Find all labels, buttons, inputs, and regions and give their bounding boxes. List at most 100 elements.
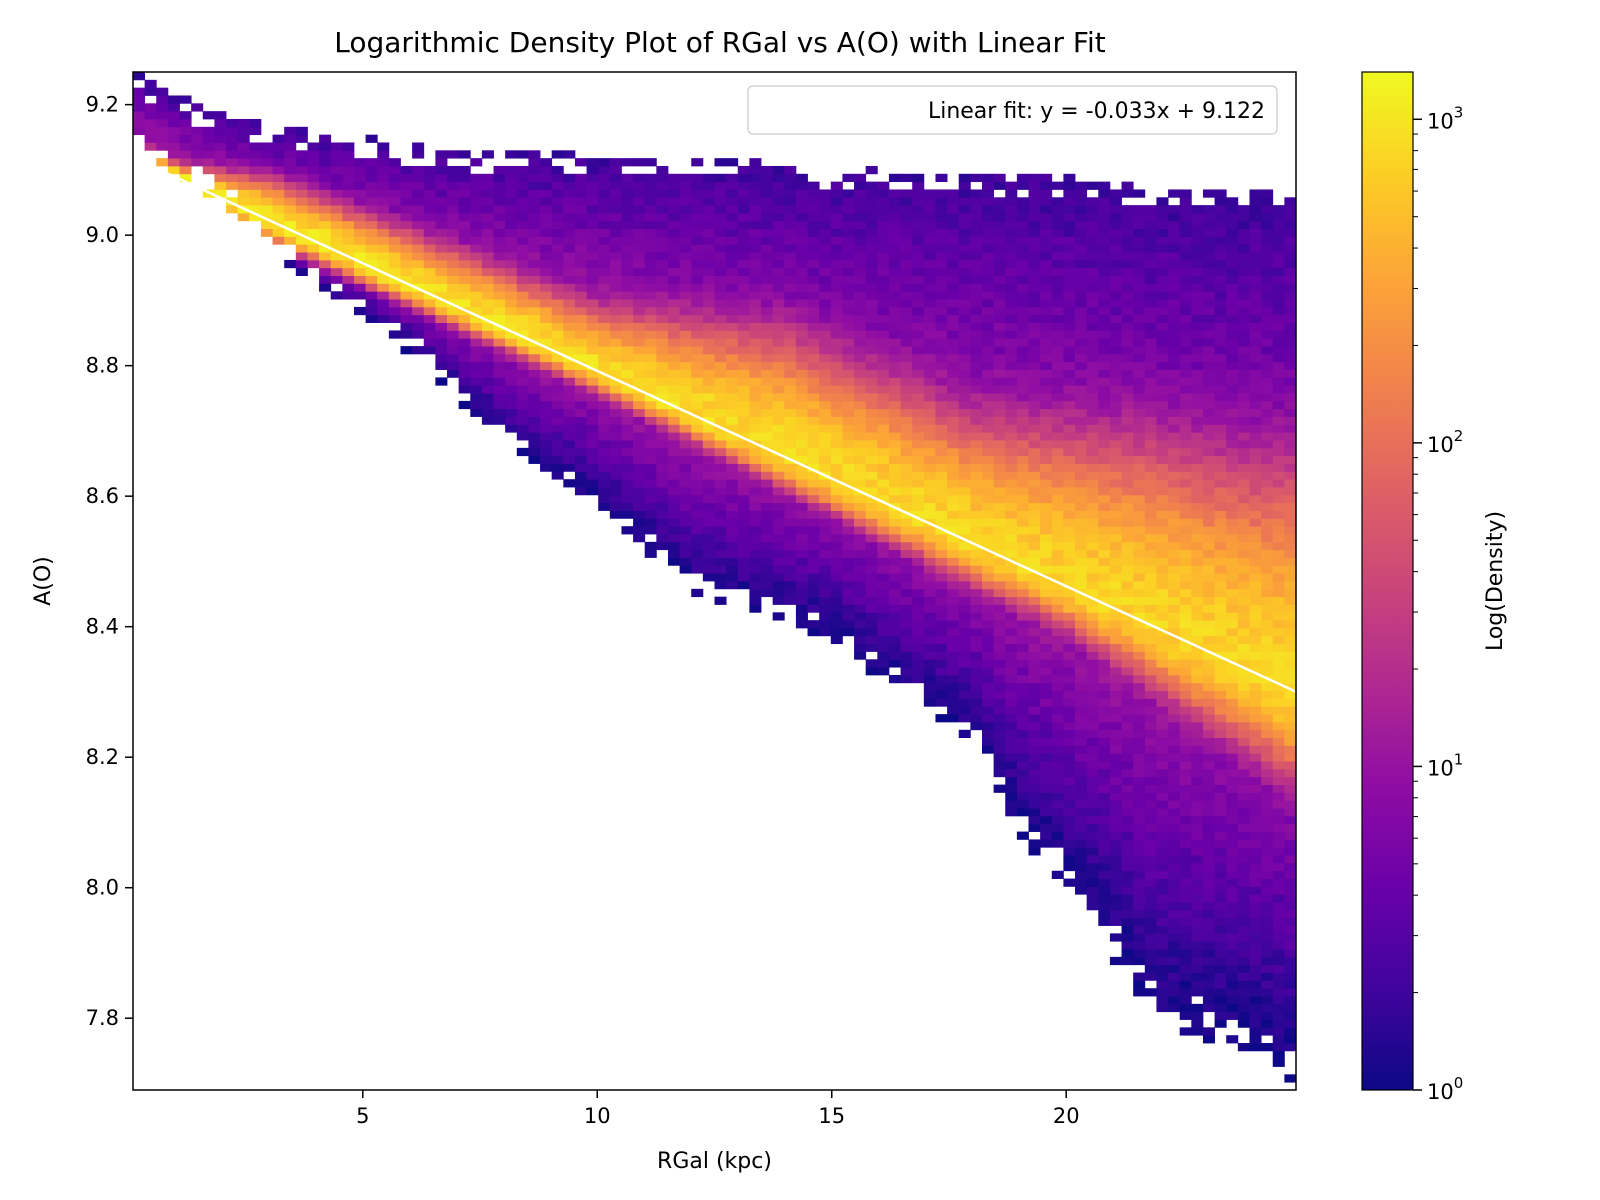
heatmap-cell (1051, 259, 1064, 269)
heatmap-cell (377, 142, 390, 151)
heatmap-cell (586, 181, 599, 190)
heatmap-cell (947, 690, 960, 699)
heatmap-cell (1237, 534, 1250, 543)
heatmap-cell (737, 557, 750, 566)
heatmap-cell (319, 259, 332, 269)
heatmap-cell (272, 165, 285, 175)
heatmap-cell (970, 424, 983, 433)
heatmap-cell (447, 236, 460, 245)
heatmap-cell (970, 447, 983, 457)
heatmap-cell (1075, 455, 1088, 464)
heatmap-cell (714, 541, 727, 551)
heatmap-cell (586, 369, 599, 378)
heatmap-cell (935, 682, 948, 692)
heatmap-cell (1040, 831, 1053, 840)
heatmap-cell (191, 126, 204, 136)
heatmap-cell (947, 612, 960, 621)
heatmap-cell (761, 455, 774, 464)
heatmap-cell (795, 447, 808, 457)
heatmap-cell (609, 314, 622, 323)
heatmap-cell (877, 267, 890, 276)
heatmap-cell (1133, 205, 1146, 214)
heatmap-cell (435, 197, 448, 206)
heatmap-cell (1028, 338, 1041, 347)
heatmap-cell (1040, 729, 1053, 739)
heatmap-cell (993, 432, 1006, 441)
heatmap-cell (644, 259, 657, 269)
heatmap-cell (1144, 471, 1157, 480)
heatmap-cell (784, 447, 797, 457)
heatmap-cell (609, 353, 622, 363)
heatmap-cell (1028, 322, 1041, 331)
heatmap-cell (912, 338, 925, 347)
heatmap-cell (621, 189, 634, 198)
heatmap-cell (1179, 1011, 1192, 1020)
heatmap-cell (784, 212, 797, 222)
heatmap-cell (691, 526, 704, 535)
heatmap-cell (842, 267, 855, 276)
heatmap-cell (923, 267, 936, 276)
heatmap-cell (1075, 620, 1088, 629)
heatmap-cell (1156, 588, 1169, 598)
heatmap-cell (1005, 808, 1018, 817)
heatmap-cell (644, 306, 657, 316)
heatmap-cell (272, 181, 285, 190)
heatmap-cell (1226, 721, 1239, 731)
heatmap-cell (412, 150, 425, 159)
heatmap-cell (1051, 432, 1064, 441)
heatmap-cell (1133, 761, 1146, 770)
heatmap-cell (1144, 596, 1157, 605)
heatmap-cell (319, 158, 332, 167)
heatmap-cell (737, 400, 750, 410)
heatmap-cell (679, 432, 692, 441)
heatmap-cell (540, 463, 553, 472)
heatmap-cell (1005, 197, 1018, 206)
heatmap-cell (516, 283, 529, 292)
heatmap-cell (1075, 549, 1088, 558)
heatmap-cell (1040, 823, 1053, 832)
heatmap-cell (679, 408, 692, 417)
heatmap-cell (272, 142, 285, 151)
heatmap-cell (1179, 949, 1192, 958)
heatmap-cell (167, 134, 180, 143)
heatmap-cell (598, 502, 611, 511)
heatmap-cell (830, 432, 843, 441)
heatmap-cell (970, 549, 983, 558)
heatmap-cell (947, 299, 960, 308)
heatmap-cell (528, 432, 541, 441)
heatmap-cell (970, 361, 983, 370)
heatmap-cell (795, 557, 808, 566)
heatmap-cell (1133, 902, 1146, 911)
heatmap-cell (1202, 252, 1215, 261)
heatmap-cell (353, 205, 366, 214)
heatmap-cell (656, 424, 669, 433)
heatmap-cell (1156, 972, 1169, 981)
heatmap-cell (702, 220, 715, 230)
heatmap-cell (633, 447, 646, 457)
heatmap-cell (749, 447, 762, 457)
heatmap-cell (319, 189, 332, 198)
heatmap-cell (993, 667, 1006, 676)
heatmap-cell (1214, 729, 1227, 739)
heatmap-cell (1040, 447, 1053, 457)
heatmap-cell (970, 627, 983, 637)
heatmap-cell (667, 189, 681, 198)
heatmap-cell (761, 432, 774, 441)
heatmap-cell (377, 299, 390, 308)
heatmap-cell (1109, 909, 1122, 919)
heatmap-cell (1086, 534, 1099, 543)
heatmap-cell (935, 651, 948, 660)
heatmap-cell (795, 220, 808, 230)
heatmap-cell (447, 322, 460, 331)
heatmap-cell (981, 604, 995, 613)
heatmap-cell (970, 706, 983, 715)
heatmap-cell (1016, 236, 1029, 245)
heatmap-cell (412, 267, 425, 276)
heatmap-cell (435, 306, 448, 316)
heatmap-cell (749, 502, 762, 511)
heatmap-cell (981, 353, 995, 363)
heatmap-cell (819, 259, 832, 269)
heatmap-cell (1121, 534, 1134, 543)
heatmap-cell (842, 596, 855, 605)
heatmap-cell (295, 220, 308, 230)
